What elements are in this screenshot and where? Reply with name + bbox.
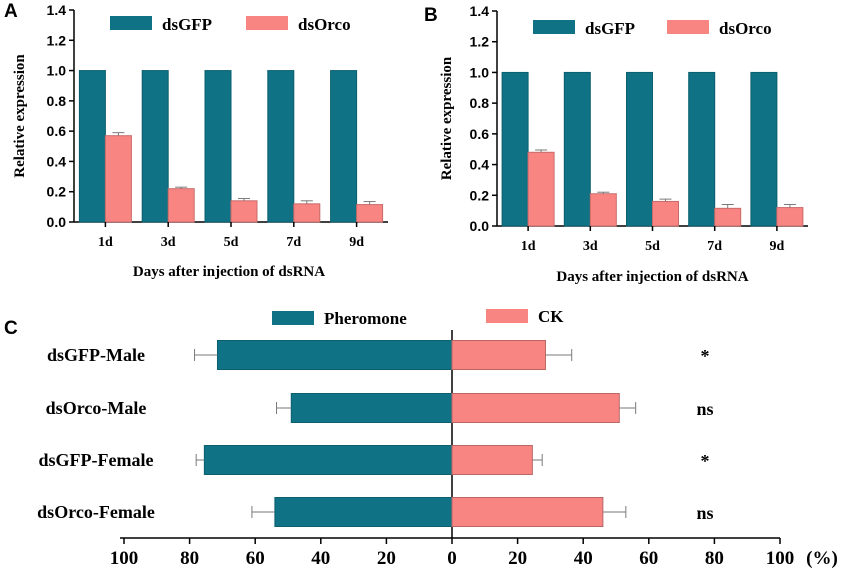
bar-ck (451, 393, 620, 423)
x-tick-label: 7d (707, 239, 722, 254)
x-tick-label: 40 (311, 548, 330, 569)
bar-dsorco (589, 193, 617, 227)
y-tick-label: 0.8 (470, 95, 490, 111)
legend-label-dsgfp: dsGFP (162, 15, 212, 34)
x-tick-label: 9d (349, 235, 364, 250)
legend-swatch-ck (486, 309, 528, 323)
legend-swatch-dsgfp (533, 20, 575, 34)
x-axis-unit: (%) (806, 548, 838, 569)
legend-label-dsgfp: dsGFP (585, 19, 635, 38)
x-tick-label: 80 (705, 548, 724, 569)
legend-swatch-dsorco (246, 16, 288, 30)
bar-dsgfp (330, 70, 358, 223)
significance-label: * (701, 451, 710, 471)
y-tick-label: 0.0 (47, 214, 67, 230)
y-tick-label: 1.0 (47, 63, 67, 79)
y-tick-label: 1.4 (47, 2, 67, 18)
bar-dsorco (167, 188, 195, 223)
y-tick-label: 0.4 (470, 157, 490, 173)
y-tick-label: 0.2 (470, 187, 490, 203)
x-tick-label: 60 (639, 548, 658, 569)
legend-swatch-pheromone (272, 311, 314, 325)
bar-dsorco (356, 204, 384, 223)
bar-pheromone (290, 393, 453, 423)
bar-dsgfp (141, 70, 169, 223)
x-tick-label: 5d (224, 235, 239, 250)
panel-c-chart: dsGFP-Male * dsOrco-Male ns dsGFP-Female * dsO… (37, 307, 838, 569)
bar-dsgfp (78, 70, 106, 223)
x-tick-label: 20 (377, 548, 396, 569)
panel-letter-b: B (424, 5, 438, 26)
x-tick-label: 0 (447, 548, 457, 569)
significance-label: * (701, 346, 710, 366)
significance-label: ns (696, 399, 713, 419)
x-tick-label: 3d (161, 235, 176, 250)
x-tick-label: 60 (246, 548, 265, 569)
x-tick-label: 1d (98, 235, 113, 250)
x-tick-label: 5d (645, 239, 660, 254)
x-tick-label: 20 (508, 548, 527, 569)
bar-dsgfp (267, 70, 295, 223)
legend-swatch-dsorco (667, 20, 709, 34)
bar-dsgfp (688, 71, 716, 227)
significance-label: ns (696, 503, 713, 523)
y-tick-label: 0.6 (47, 123, 67, 139)
legend-label-pheromone: Pheromone (324, 309, 407, 328)
bar-dsgfp (750, 71, 778, 227)
bar-dsorco (230, 200, 258, 223)
bar-dsorco (527, 151, 555, 227)
category-label: dsGFP-Male (47, 345, 145, 365)
bar-dsgfp (626, 71, 653, 227)
x-tick-label: 100 (766, 548, 795, 569)
legend-label-dsorco: dsOrco (298, 15, 351, 34)
bar-pheromone (274, 497, 453, 527)
x-tick-label: 7d (286, 235, 301, 250)
bar-dsorco (776, 207, 804, 227)
x-tick-label: 3d (583, 239, 598, 254)
y-axis-title: Relative expression (12, 54, 28, 178)
y-tick-label: 1.4 (470, 3, 490, 19)
panel-letter-a: A (4, 1, 18, 22)
category-label: dsGFP-Female (39, 450, 154, 470)
bar-ck (451, 445, 533, 475)
bar-ck (451, 497, 604, 527)
y-tick-label: 1.2 (470, 34, 490, 50)
y-tick-label: 1.2 (47, 32, 67, 48)
legend-label-dsorco: dsOrco (719, 19, 772, 38)
bar-pheromone (203, 445, 453, 475)
bar-dsgfp (501, 71, 529, 227)
y-tick-label: 0.4 (47, 153, 67, 169)
bar-dsorco (714, 207, 742, 227)
x-tick-label: 40 (574, 548, 593, 569)
bar-dsorco (652, 200, 679, 227)
bar-dsgfp (204, 70, 232, 223)
legend-label-ck: CK (538, 307, 564, 326)
x-tick-label: 100 (110, 548, 139, 569)
legend-swatch-dsgfp (110, 16, 152, 30)
x-axis-title: Days after injection of dsRNA (556, 269, 748, 285)
x-tick-label: 80 (180, 548, 199, 569)
panel-letter-c: C (4, 318, 18, 339)
y-tick-label: 0.0 (470, 218, 490, 234)
y-tick-label: 0.6 (470, 126, 490, 142)
x-tick-label: 1d (521, 239, 536, 254)
x-tick-label: 9d (770, 239, 785, 254)
y-tick-label: 0.2 (47, 184, 67, 200)
y-tick-label: 0.8 (47, 93, 67, 109)
bar-ck (451, 340, 546, 370)
bar-dsgfp (563, 71, 591, 227)
y-tick-label: 1.0 (470, 64, 490, 80)
category-label: dsOrco-Male (46, 398, 147, 418)
x-axis-title: Days after injection of dsRNA (133, 264, 325, 280)
bar-dsorco (293, 203, 321, 223)
category-label: dsOrco-Female (37, 502, 155, 522)
bar-dsorco (104, 135, 132, 223)
y-axis-title: Relative expression (439, 56, 455, 180)
bar-pheromone (216, 340, 453, 370)
panel-b-chart: 0.0 0.2 0.4 0.6 0.8 1.0 1.2 1.4 Relative express… (439, 3, 808, 285)
panel-a-chart: 0.0 0.2 0.4 0.6 0.8 1.0 1.2 1.4 Relative express… (12, 2, 388, 280)
